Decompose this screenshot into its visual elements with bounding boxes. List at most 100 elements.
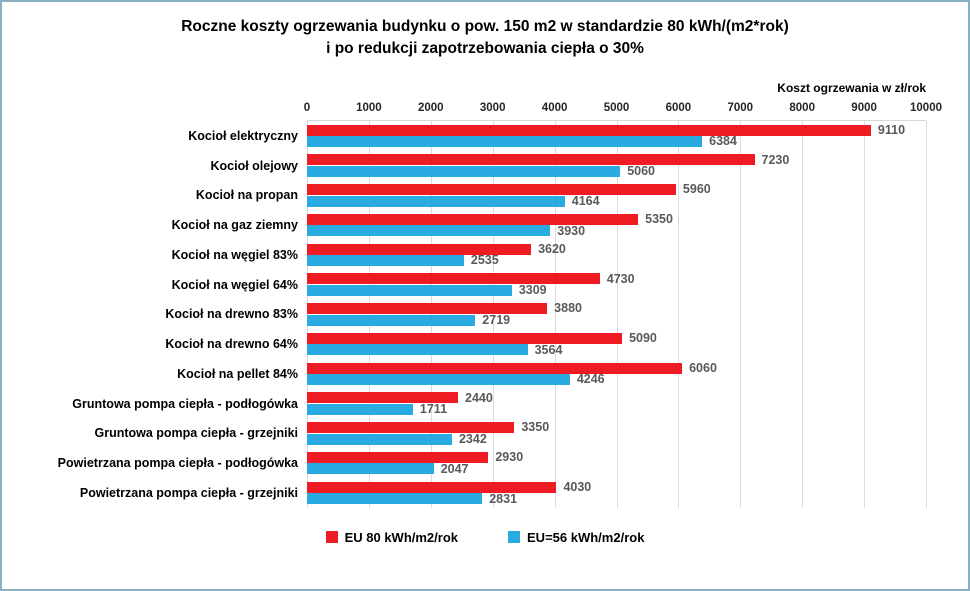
category-row: Powietrzana pompa ciepła - grzejniki 4030… (80, 478, 926, 508)
bar-line-series-0: 9110 (307, 124, 926, 136)
bar-line-series-1: 2342 (307, 433, 926, 445)
bar-value-label: 3564 (534, 342, 563, 357)
bar-value-label: 2719 (482, 312, 511, 327)
axis-tick-label: 5000 (603, 101, 630, 114)
legend-label: EU 80 kWh/m2/rok (344, 529, 459, 545)
bar-value-label: 4030 (563, 480, 592, 494)
category-label: Powietrzana pompa ciepła - podłogówka (57, 456, 298, 471)
bar-value-label: 4730 (606, 271, 635, 286)
legend-swatch-icon (508, 531, 521, 544)
bar-value-label: 6384 (709, 134, 737, 149)
bar-line-series-1: 3930 (307, 225, 926, 237)
category-label: Powietrzana pompa ciepła - grzejniki (79, 486, 298, 500)
bar-line-series-1: 3564 (307, 344, 926, 356)
legend: EU 80 kWh/m2/rok EU=56 kWh/m2/rok (2, 530, 968, 545)
gridline (492, 120, 494, 508)
bar-line-series-0: 2930 (307, 450, 926, 465)
legend-item-series-1: EU=56 kWh/m2/rok (508, 530, 644, 545)
bar-line-series-1: 3309 (307, 283, 926, 298)
plot-rows: Kocioł elektryczny 9110 6384 Kocioł olejowy… (58, 121, 926, 508)
legend-item-series-0: EU 80 kWh/m2/rok (325, 529, 459, 545)
bar-series-0 (307, 154, 755, 166)
gridline (554, 120, 556, 508)
category-row: Kocioł na gaz ziemny 5350 3930 (172, 210, 926, 240)
bar-series-0 (307, 213, 639, 225)
category-label: Kocioł na drewno 83% (165, 307, 298, 322)
category-label: Kocioł na węgiel 64% (171, 277, 298, 292)
bar-line-series-1: 2047 (307, 463, 926, 475)
category-label: Kocioł na drewno 64% (165, 337, 298, 352)
bar-series-1 (307, 493, 483, 505)
axis-tick-label: 3000 (479, 101, 506, 114)
gridline (430, 120, 432, 508)
bar-value-label: 2831 (489, 491, 518, 506)
category-row: Gruntowa pompa ciepła - grzejniki 3350 234… (94, 419, 926, 449)
axis-tick-label: 1000 (356, 101, 382, 114)
bar-value-label: 5090 (629, 331, 657, 346)
plot-area: Kocioł elektryczny 9110 6384 Kocioł olejowy… (58, 119, 927, 508)
chart-title-line2: i po redukcji zapotrzebowania ciepła o 3… (326, 40, 644, 58)
bar-line-series-0: 6060 (307, 362, 926, 374)
bar-line-series-0: 5090 (307, 331, 926, 346)
legend-label: EU=56 kWh/m2/rok (527, 529, 645, 545)
bar-series-1 (307, 463, 434, 475)
bar-series-0 (307, 124, 871, 136)
bar-series-1 (307, 255, 464, 267)
gridline (926, 120, 927, 508)
bar-line-series-1: 2719 (307, 314, 926, 326)
chart-title: Roczne koszty ogrzewania budynku o pow. … (2, 16, 968, 61)
axis-tick-label: 4000 (541, 101, 568, 114)
axis-tick-label: 0 (303, 101, 311, 114)
gridline (616, 120, 618, 508)
category-row: Kocioł na węgiel 64% 4730 3309 (172, 270, 926, 300)
bar-series-0 (307, 422, 515, 434)
bar-series-0 (307, 184, 676, 196)
category-row: Kocioł na węgiel 83% 3620 2535 (172, 240, 926, 270)
bar-value-label: 6060 (689, 360, 717, 375)
bar-series-0 (307, 481, 557, 493)
bar-series-1 (307, 314, 476, 326)
category-label: Kocioł na propan (195, 188, 298, 203)
bar-value-label: 2930 (495, 450, 524, 465)
bar-line-series-1: 2831 (307, 491, 926, 506)
bar-line-series-0: 2440 (307, 392, 926, 404)
category-row: Kocioł na pellet 84% 6060 4246 (177, 359, 926, 389)
category-label: Gruntowa pompa ciepła - podłogówka (72, 396, 298, 411)
bar-value-label: 5350 (645, 212, 673, 227)
gridline (740, 120, 742, 508)
bar-value-label: 3350 (521, 420, 550, 435)
gridline (678, 120, 680, 508)
bar-series-1 (307, 225, 551, 237)
bar-value-label: 5060 (627, 164, 656, 179)
bar-series-0 (307, 303, 548, 315)
bar-series-0 (307, 332, 623, 344)
bar-value-label: 5960 (682, 182, 711, 197)
bar-line-series-1: 4164 (307, 195, 926, 207)
bar-value-label: 4164 (571, 193, 600, 208)
bar-value-label: 3309 (518, 283, 547, 298)
bar-series-1 (307, 344, 528, 356)
axis-tick-label: 9000 (851, 101, 877, 114)
category-row: Gruntowa pompa ciepła - podłogówka 2440 17… (72, 389, 926, 419)
bar-line-series-0: 3880 (307, 301, 926, 316)
bar-line-series-1: 4246 (307, 373, 926, 385)
bar-line-series-0: 5350 (307, 212, 926, 227)
value-axis-ticks: 0 1000 2000 3000 4000 5000 6000 7000 8000 9000 100… (303, 101, 942, 117)
bar-series-0 (307, 362, 683, 374)
bar-value-label: 2047 (440, 461, 469, 476)
gridline (307, 120, 308, 508)
category-label: Kocioł na węgiel 83% (171, 247, 298, 262)
bar-value-label: 2440 (465, 390, 493, 405)
bar-value-label: 1711 (419, 402, 448, 417)
bar-series-0 (307, 392, 459, 404)
category-row: Kocioł olejowy 7230 5060 (210, 151, 926, 181)
category-label: Gruntowa pompa ciepła - grzejniki (94, 426, 298, 441)
category-label: Kocioł olejowy (210, 158, 298, 173)
bar-value-label: 3880 (554, 301, 582, 316)
gridline (802, 120, 804, 508)
bar-series-0 (307, 273, 600, 285)
bar-value-label: 2535 (470, 253, 499, 268)
gridline (368, 120, 370, 508)
bar-series-1 (307, 195, 565, 207)
bar-series-1 (307, 136, 703, 148)
